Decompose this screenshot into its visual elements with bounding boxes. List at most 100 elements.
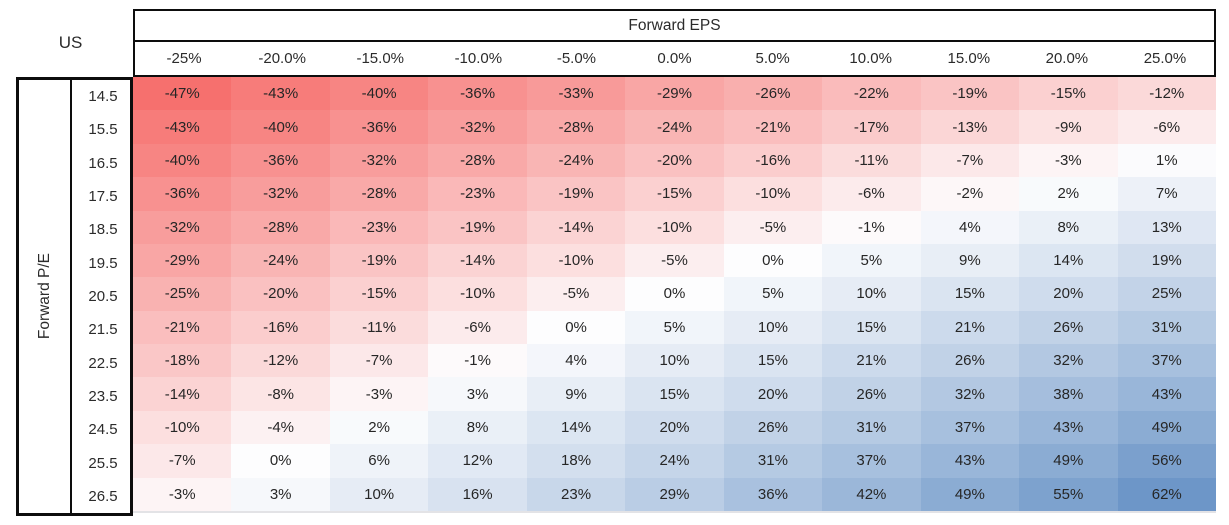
row-header: 22.5 (88, 354, 118, 372)
heatmap-cell: 5% (822, 243, 921, 278)
heatmap-cell: 14% (526, 410, 626, 445)
heatmap-cell: -16% (723, 143, 823, 178)
heatmap-cell: 43% (1117, 377, 1216, 411)
row-headers-column: 14.5 15.5 16.5 17.5 18.5 19.5 20.5 21.5 22.5 23.5… (72, 80, 130, 513)
heatmap-cell: -21% (723, 110, 823, 144)
region-label: US (58, 33, 83, 52)
heatmap-cell: -26% (723, 77, 823, 111)
heatmap-cell: -3% (329, 377, 429, 411)
heatmap-cell: -11% (822, 143, 921, 178)
heatmap-cell: -1% (428, 344, 527, 378)
heatmap-cell: 2% (329, 410, 429, 445)
heatmap-cell: -5% (625, 243, 724, 278)
row-header: 26.5 (88, 487, 118, 505)
column-header: 25.0% (1143, 50, 1187, 67)
heatmap-cell: 21% (920, 310, 1020, 345)
heatmap-cell: -1% (822, 210, 921, 244)
column-header: 10.0% (849, 50, 892, 67)
heatmap-cell: 4% (920, 210, 1020, 244)
heatmap-cell: -47% (133, 77, 232, 111)
heatmap-cell: -32% (329, 143, 429, 178)
heatmap-cell: -6% (428, 310, 527, 345)
heatmap-grid: -47% -43% -40% -36% -33% -29% -26% -22% -19% -15%… (133, 77, 1216, 513)
heatmap-cell: -28% (428, 143, 527, 178)
heatmap-cell: 20% (1019, 277, 1118, 311)
row-header: 23.5 (88, 387, 118, 405)
heatmap-cell: 62% (1117, 477, 1216, 511)
heatmap-cell: 7% (1117, 177, 1216, 211)
heatmap-cell: -40% (329, 77, 429, 111)
heatmap-cell: -33% (526, 77, 626, 111)
heatmap-cell: -21% (133, 310, 232, 345)
heatmap-cell: 31% (822, 410, 921, 445)
heatmap-cell: -8% (231, 377, 330, 411)
heatmap-cell: -12% (231, 344, 330, 378)
column-header: -25% (166, 50, 202, 67)
row-header: 16.5 (88, 154, 118, 172)
heatmap-cell: 16% (428, 477, 527, 511)
heatmap-cell: -24% (526, 143, 626, 178)
heatmap-cell: 9% (526, 377, 626, 411)
row-header: 24.5 (88, 421, 118, 439)
heatmap-cell: -3% (133, 477, 232, 511)
heatmap-cell: -18% (133, 344, 232, 378)
heatmap-cell: -10% (723, 177, 823, 211)
heatmap-cell: -25% (133, 277, 232, 311)
heatmap-cell: 6% (329, 444, 429, 478)
heatmap-cell: -24% (231, 243, 330, 278)
heatmap-cell: 43% (920, 444, 1020, 478)
row-axis-title: Forward P/E (35, 253, 53, 340)
heatmap-cell: -36% (329, 110, 429, 144)
heatmap-cell: 49% (920, 477, 1020, 511)
row-header: 17.5 (88, 188, 118, 206)
heatmap-cell: 8% (1019, 210, 1118, 244)
heatmap-cell: -12% (1117, 77, 1216, 111)
heatmap-cell: -15% (329, 277, 429, 311)
heatmap-cell: 0% (526, 310, 626, 345)
heatmap-cell: 13% (1117, 210, 1216, 244)
heatmap-cell: -5% (723, 210, 823, 244)
heatmap-cell: -36% (428, 77, 527, 111)
heatmap-cell: -5% (526, 277, 626, 311)
column-header: -10.0% (454, 50, 503, 67)
heatmap-cell: 23% (526, 477, 626, 511)
heatmap-cell: -10% (428, 277, 527, 311)
heatmap-cell: 56% (1117, 444, 1216, 478)
heatmap-cell: -10% (133, 410, 232, 445)
heatmap-cell: -40% (231, 110, 330, 144)
heatmap-cell: -13% (920, 110, 1020, 144)
heatmap-cell: -19% (428, 210, 527, 244)
heatmap-cell: 32% (920, 377, 1020, 411)
heatmap-cell: 10% (822, 277, 921, 311)
row-axis-title-cell: Forward P/E (19, 80, 72, 513)
heatmap-cell: -7% (133, 444, 232, 478)
heatmap-cell: 0% (723, 243, 823, 278)
heatmap-cell: -29% (133, 243, 232, 278)
heatmap-cell: -10% (526, 243, 626, 278)
heatmap-cell: -15% (625, 177, 724, 211)
heatmap-cell: -4% (231, 410, 330, 445)
column-header: 5.0% (755, 50, 790, 67)
row-header: 15.5 (88, 121, 118, 139)
heatmap-cell: -11% (329, 310, 429, 345)
heatmap-cell: -24% (625, 110, 724, 144)
heatmap-cell: -32% (133, 210, 232, 244)
heatmap-cell: -20% (625, 143, 724, 178)
heatmap-cell: 26% (723, 410, 823, 445)
heatmap-cell: -32% (231, 177, 330, 211)
heatmap-cell: 19% (1117, 243, 1216, 278)
heatmap-cell: -20% (231, 277, 330, 311)
heatmap-cell: 8% (428, 410, 527, 445)
eps-header-box: Forward EPS -25% -20.0% -15.0% -10.0% -5.0% 0… (133, 9, 1216, 77)
heatmap-cell: 32% (1019, 344, 1118, 378)
heatmap-cell: 20% (723, 377, 823, 411)
heatmap-cell: 26% (920, 344, 1020, 378)
heatmap-cell: -14% (526, 210, 626, 244)
heatmap-cell: 1% (1117, 143, 1216, 178)
heatmap-cell: -3% (1019, 143, 1118, 178)
heatmap-cell: -14% (428, 243, 527, 278)
heatmap-cell: -23% (329, 210, 429, 244)
heatmap-cell: 31% (1117, 310, 1216, 345)
heatmap-cell: 26% (1019, 310, 1118, 345)
heatmap-cell: 3% (231, 477, 330, 511)
